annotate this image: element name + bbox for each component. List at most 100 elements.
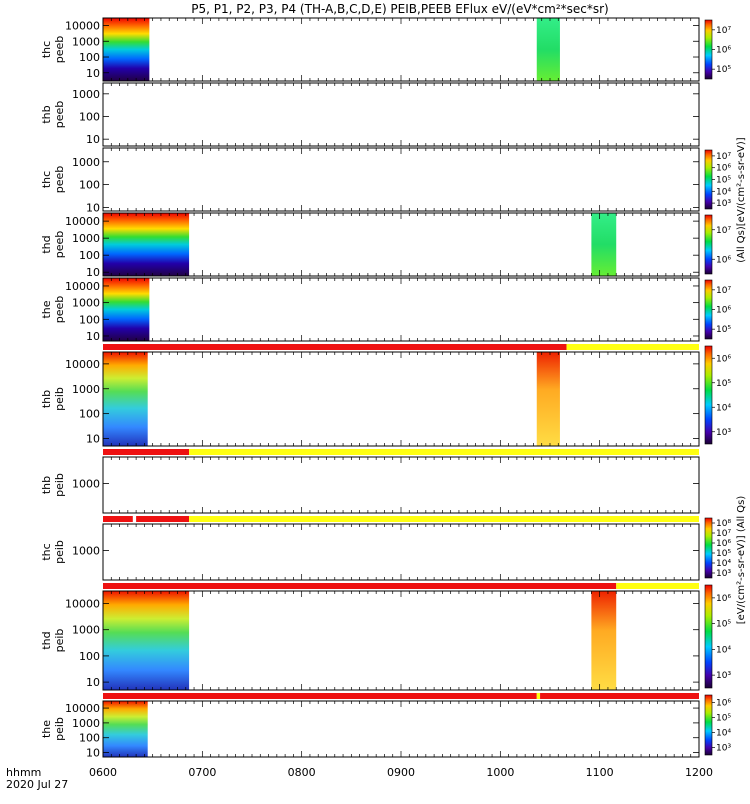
panel-thb-peeb-A: 10 100 1000 10000 thc peeb 10⁵ 10⁶ 10⁷	[40, 17, 731, 82]
panel-thb-peib: 10 100 1000 10000 thb peib 10³ 10⁴ 10⁵ 10⁶	[40, 344, 731, 447]
spectrogram-block-ion_orange	[591, 591, 617, 690]
colorbar-tick-label: 10⁷	[716, 529, 731, 539]
x-tick-label: 1100	[586, 766, 614, 779]
colorbar-tick-label: 10⁸	[716, 519, 731, 529]
colorbar-tick-label: 10⁴	[716, 403, 731, 413]
panel-frame	[102, 700, 700, 758]
y-tick-label: 1000	[72, 624, 100, 637]
y-tick-label: 10000	[65, 702, 100, 715]
time-axis: 0600 0700 0800 0900 1000 1100 1200	[89, 766, 713, 779]
panel-product-label: peeb	[53, 101, 66, 129]
colorbar-tick-label: 10⁷	[716, 226, 731, 236]
panel-product-label: peib	[53, 473, 66, 497]
panel-product-label: peib	[53, 717, 66, 741]
y-tick-label: 1000	[72, 297, 100, 310]
colorbar-tick-label: 10³	[716, 671, 731, 681]
x-tick-label: 0600	[89, 766, 117, 779]
spectrogram-block-ion	[103, 591, 190, 690]
status-bar-segment	[536, 693, 541, 699]
status-bar-segment	[540, 693, 699, 699]
y-tick-label: 100	[79, 110, 100, 123]
colorbar-tick-label: 10⁴	[716, 187, 731, 197]
panel-frame	[102, 456, 700, 514]
y-tick-label: 100	[79, 732, 100, 745]
spectrogram-block-ion	[103, 352, 148, 446]
colorbar-tick-label: 10⁶	[716, 255, 731, 265]
x-tick-label: 1000	[486, 766, 514, 779]
panel-product-label: peeb	[53, 166, 66, 194]
panel-product-label: peeb	[53, 296, 66, 324]
panel-product-label: peib	[53, 540, 66, 564]
y-tick-label: 10000	[65, 215, 100, 228]
colorbar-tick-label: 10³	[716, 569, 731, 579]
panel-product-label: peib	[53, 387, 66, 411]
y-tick-label: 100	[79, 313, 100, 326]
footer-time-label: hhmm	[6, 766, 41, 779]
colorbar-title-peeb: (All Qs)[eV/(cm²-s-sr-eV)]	[736, 137, 747, 262]
colorbar-tick-label: 10⁵	[716, 325, 731, 335]
colorbar-tick-label: 10⁴	[716, 559, 731, 569]
footer-date-label: 2020 Jul 27	[6, 778, 68, 791]
y-tick-label: 10000	[65, 280, 100, 293]
panel-thb-peeb: 10 100 1000 thb peeb	[40, 82, 700, 147]
status-bar-segment	[103, 449, 190, 455]
colorbar	[704, 584, 713, 689]
colorbar-tick-label: 10⁵	[716, 714, 731, 724]
x-tick-label: 0700	[188, 766, 216, 779]
y-tick-label: 1000	[72, 88, 100, 101]
panel-frame	[102, 147, 700, 212]
colorbar-tick-label: 10⁴	[716, 645, 731, 655]
status-bar-segment	[103, 583, 617, 589]
panel-probe-label: thb	[40, 390, 53, 408]
y-tick-label: 1000	[72, 383, 100, 396]
colorbar-tick-label: 10³	[716, 428, 731, 438]
panel-probe-label: thd	[40, 631, 53, 649]
x-tick-label: 0800	[288, 766, 316, 779]
panel-probe-label: thc	[40, 543, 53, 560]
status-bar-segment	[566, 344, 699, 350]
panel-probe-label: thc	[40, 171, 53, 188]
panel-probe-label: thd	[40, 235, 53, 253]
colorbar-tick-label: 10⁶	[716, 594, 731, 604]
panel-thb-peib-2: 1000 thb peib	[40, 449, 700, 514]
y-tick-label: 10	[86, 747, 100, 760]
y-tick-label: 10000	[65, 20, 100, 33]
colorbar-tick-label: 10⁶	[716, 164, 731, 174]
colorbar-tick-label: 10⁶	[716, 699, 731, 709]
x-tick-label: 1200	[685, 766, 713, 779]
y-tick-label: 10000	[65, 358, 100, 371]
colorbar-tick-label: 10⁶	[716, 539, 731, 549]
panel-frame	[102, 277, 700, 342]
y-tick-label: 100	[79, 650, 100, 663]
status-bar-segment	[103, 344, 567, 350]
y-tick-label: 1000	[72, 232, 100, 245]
status-bar-segment	[616, 583, 699, 589]
y-tick-label: 10	[86, 266, 100, 279]
panel-frame	[102, 523, 700, 581]
panel-product-label: peeb	[53, 36, 66, 64]
colorbar-tick-label: 10⁵	[716, 379, 731, 389]
panel-probe-label: thb	[40, 105, 53, 123]
y-tick-label: 100	[79, 51, 100, 64]
colorbar-tick-label: 10⁷	[716, 26, 731, 36]
y-tick-label: 1000	[72, 156, 100, 169]
y-tick-label: 10000	[65, 598, 100, 611]
colorbar	[704, 279, 713, 340]
y-tick-label: 10	[86, 133, 100, 146]
colorbar	[704, 345, 713, 445]
panel-frame	[102, 17, 700, 82]
panel-product-label: peib	[53, 629, 66, 653]
y-tick-label: 1000	[72, 717, 100, 730]
status-bar-segment	[103, 693, 537, 699]
y-tick-label: 10	[86, 433, 100, 446]
panel-thd-peeb: 10 100 1000 10000 thd peeb 10⁶ 10⁷	[40, 212, 731, 279]
y-tick-label: 100	[79, 408, 100, 421]
spectrogram-block-spectrum	[103, 18, 150, 81]
panel-thd-peib: 10 100 1000 10000 thd peib 10³ 10⁴ 10⁵ 10⁶	[40, 583, 731, 691]
panel-probe-label: thb	[40, 476, 53, 494]
colorbar-tick-label: 10⁶	[716, 46, 731, 56]
